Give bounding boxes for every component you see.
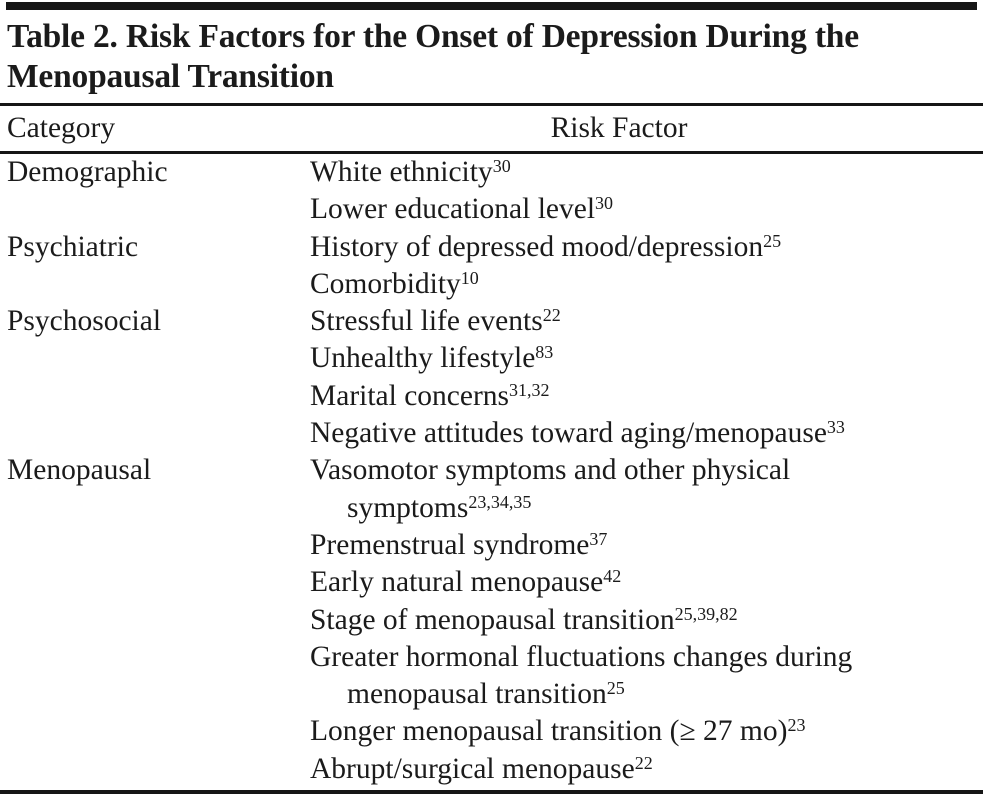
- reference-superscript: 22: [542, 305, 561, 326]
- title-divider-rule: [0, 103, 983, 106]
- risk-factor-cell: White ethnicity30: [310, 154, 983, 191]
- reference-superscript: 30: [492, 156, 511, 176]
- risk-factor-text: Comorbidity: [310, 267, 461, 300]
- risk-factor-cell: Marital concerns31,32: [310, 378, 983, 415]
- table-row: Psychiatric History of depressed mood/de…: [0, 229, 983, 266]
- reference-superscript: 42: [603, 566, 622, 587]
- risk-factor-text: Unhealthy lifestyle: [310, 342, 536, 375]
- category-cell: [7, 490, 310, 527]
- table-row: Longer menopausal transition (≥ 27 mo)23: [0, 713, 983, 750]
- risk-factor-cell: Longer menopausal transition (≥ 27 mo)23: [310, 713, 983, 750]
- category-cell: [7, 378, 310, 415]
- reference-superscript: 23,34,35: [468, 491, 532, 512]
- risk-factor-cell: Unhealthy lifestyle83: [310, 340, 983, 377]
- reference-superscript: 25: [763, 230, 782, 251]
- category-cell: Menopausal: [7, 454, 152, 487]
- reference-superscript: 30: [595, 193, 614, 214]
- risk-factor-text: Stage of menopausal transition: [310, 603, 675, 636]
- risk-factor-text: Greater hormonal fluctuations changes du…: [310, 640, 853, 673]
- risk-factor-text: Marital concerns: [310, 379, 510, 412]
- header-category: Category: [7, 112, 116, 144]
- header-risk-factor: Risk Factor: [550, 112, 688, 144]
- reference-superscript: 83: [535, 342, 554, 363]
- risk-factor-text: White ethnicity: [310, 156, 493, 188]
- risk-factor-text: Stressful life events: [310, 305, 543, 338]
- category-cell: Psychosocial: [7, 305, 162, 338]
- risk-factor-text: History of depressed mood/depression: [310, 230, 764, 263]
- risk-factor-text: Early natural menopause: [310, 566, 604, 599]
- top-rule: [6, 2, 977, 10]
- risk-factor-text: Longer menopausal transition (≥ 27 mo): [310, 715, 788, 748]
- category-cell: [7, 266, 310, 303]
- risk-factor-text: Lower educational level: [310, 193, 596, 226]
- category-cell: [7, 639, 310, 676]
- category-cell: [7, 751, 310, 788]
- table-row: Premenstrual syndrome37: [0, 527, 983, 564]
- risk-factor-cell: Lower educational level30: [310, 191, 983, 228]
- risk-factor-cell: Early natural menopause42: [310, 564, 983, 601]
- header-divider-rule: [0, 151, 983, 154]
- risk-factor-text: Abrupt/surgical menopause: [310, 752, 635, 785]
- risk-factor-cell: Negative attitudes toward aging/menopaus…: [310, 415, 983, 452]
- reference-superscript: 22: [634, 752, 653, 773]
- table-row: Unhealthy lifestyle83: [0, 340, 983, 377]
- category-cell: [7, 527, 310, 564]
- category-cell: Demographic: [7, 156, 168, 188]
- table-row: Marital concerns31,32: [0, 378, 983, 415]
- reference-superscript: 23: [787, 715, 806, 736]
- table-title-line1: Table 2. Risk Factors for the Onset of D…: [7, 18, 859, 55]
- category-cell: [7, 340, 310, 377]
- reference-superscript: 37: [589, 528, 608, 549]
- reference-superscript: 10: [460, 267, 479, 288]
- category-cell: Psychiatric: [7, 230, 139, 263]
- risk-factor-text: Negative attitudes toward aging/menopaus…: [310, 417, 827, 450]
- category-cell: [7, 564, 310, 601]
- risk-factor-cell: Comorbidity10: [310, 266, 983, 303]
- table-row: Early natural menopause42: [0, 564, 983, 601]
- category-cell: [7, 191, 310, 228]
- table-title-line2: Menopausal Transition: [7, 58, 334, 95]
- table-row: Menopausal Vasomotor symptoms and other …: [0, 452, 983, 489]
- risk-factor-cell: Greater hormonal fluctuations changes du…: [310, 639, 983, 676]
- risk-factor-text: Premenstrual syndrome: [310, 528, 590, 561]
- table-row: Abrupt/surgical menopause22: [0, 751, 983, 788]
- table-row: Stage of menopausal transition25,39,82: [0, 602, 983, 639]
- risk-factor-cell: menopausal transition25: [310, 676, 983, 713]
- category-cell: [7, 713, 310, 750]
- table-row: menopausal transition25: [0, 676, 983, 713]
- table-row: Comorbidity10: [0, 266, 983, 303]
- risk-factor-cell: symptoms23,34,35: [310, 490, 983, 527]
- table-header-row: Category Risk Factor: [0, 106, 983, 151]
- risk-factor-cell: Stage of menopausal transition25,39,82: [310, 602, 983, 639]
- reference-superscript: 31,32: [509, 379, 550, 400]
- risk-factor-cell: Premenstrual syndrome37: [310, 527, 983, 564]
- category-cell: [7, 676, 310, 713]
- risk-factor-cell: Abrupt/surgical menopause22: [310, 751, 983, 788]
- table-title: Table 2. Risk Factors for the Onset of D…: [0, 10, 983, 103]
- reference-superscript: 25,39,82: [674, 603, 738, 624]
- bottom-rule: [0, 790, 983, 795]
- reference-superscript: 25: [606, 678, 625, 699]
- risk-factor-text: menopausal transition: [347, 678, 607, 711]
- risk-factor-text: Vasomotor symptoms and other physical: [310, 454, 791, 487]
- reference-superscript: 33: [826, 417, 845, 438]
- risk-factor-cell: History of depressed mood/depression25: [310, 229, 983, 266]
- category-cell: [7, 602, 310, 639]
- table-row: Greater hormonal fluctuations changes du…: [0, 639, 983, 676]
- risk-factor-text: symptoms: [347, 491, 469, 524]
- risk-factor-cell: Stressful life events22: [310, 303, 983, 340]
- risk-factor-cell: Vasomotor symptoms and other physical: [310, 452, 983, 489]
- table-row: Psychosocial Stressful life events22: [0, 303, 983, 340]
- table-row: Negative attitudes toward aging/menopaus…: [0, 415, 983, 452]
- table-row: Lower educational level30: [0, 191, 983, 228]
- category-cell: [7, 415, 310, 452]
- table-body: Demographic White ethnicity30 Lower educ…: [0, 154, 983, 788]
- table-row: Demographic White ethnicity30: [0, 154, 983, 191]
- table-row: symptoms23,34,35: [0, 490, 983, 527]
